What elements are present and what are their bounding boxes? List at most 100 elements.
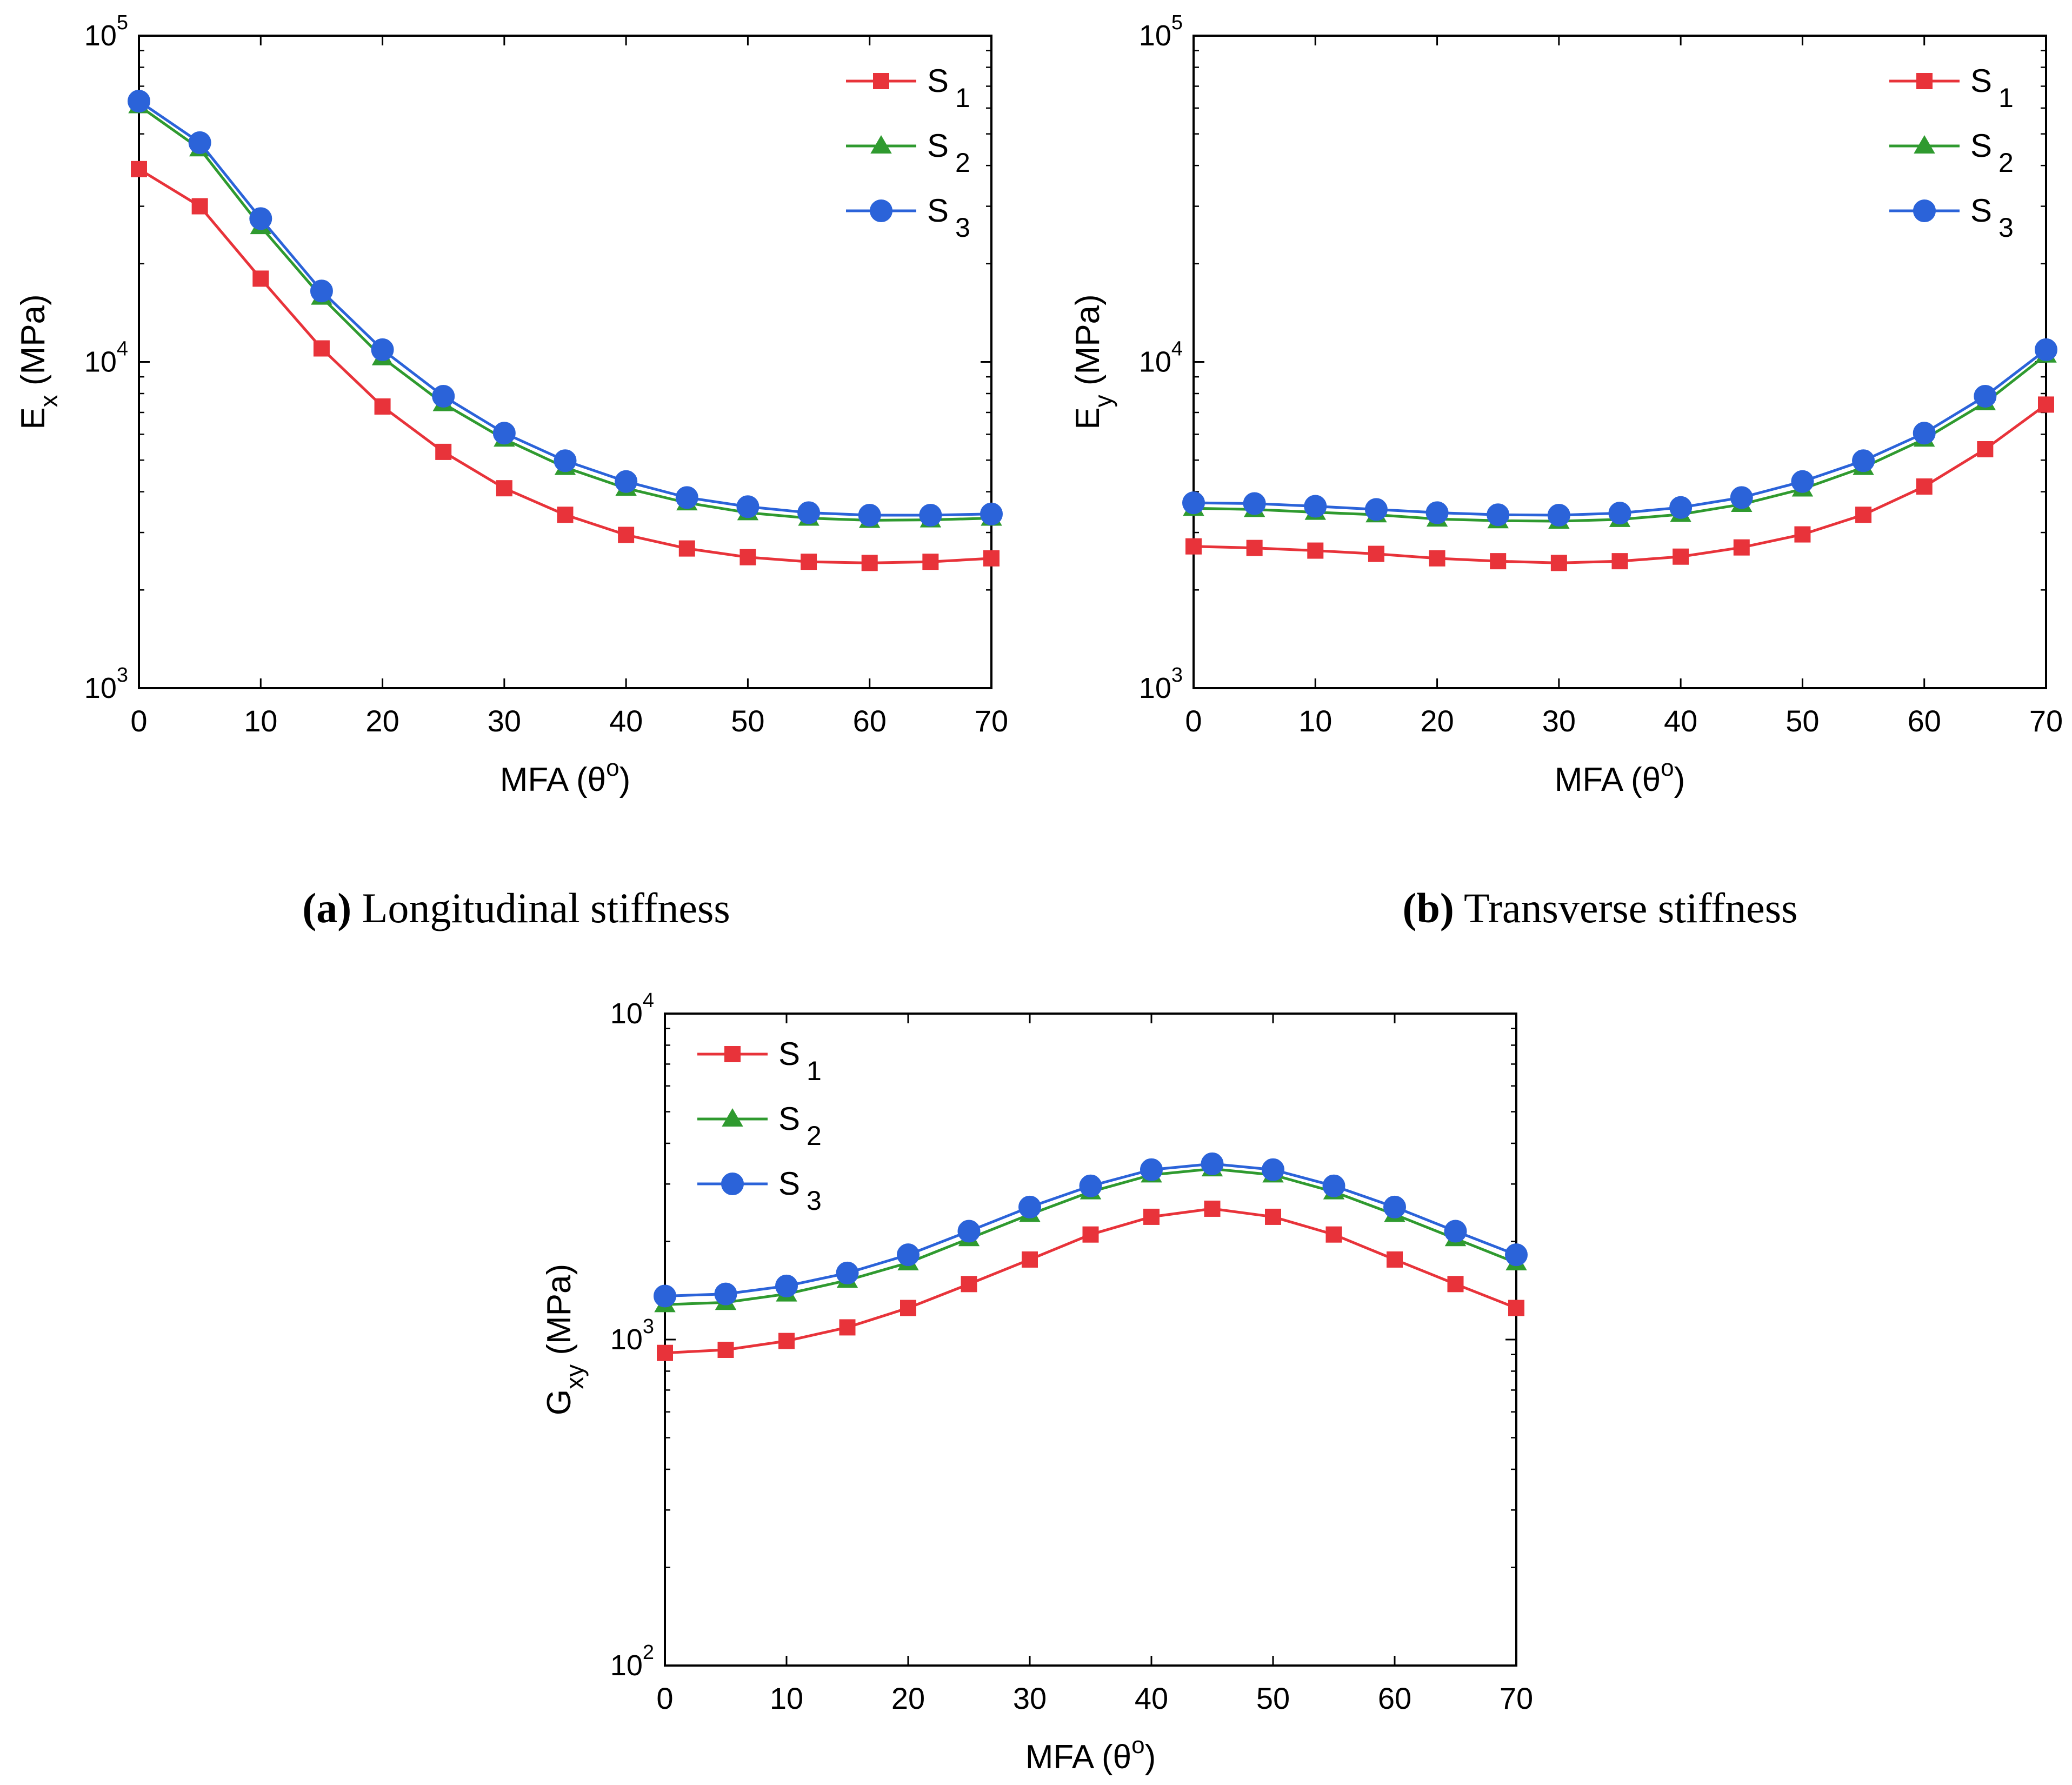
chart-c-data-point-s3 (957, 1220, 981, 1243)
chart-c-legend: S 1S 2S 3 (697, 1036, 822, 1216)
chart-a-x-tick-label: 60 (853, 704, 887, 738)
chart-a-data-point-s1 (678, 540, 695, 557)
chart-b-data-point-s1 (1550, 555, 1567, 571)
chart-b-data-point-s3 (1669, 496, 1693, 519)
chart-b-data-point-s3 (1974, 384, 1997, 408)
chart-c-legend-label-main: S (778, 1036, 800, 1072)
chart-a-data-point-s1 (374, 398, 391, 415)
chart-c-legend-label-sub: 2 (807, 1121, 822, 1151)
chart-b-data-point-s1 (1977, 441, 1994, 458)
chart-a-y-axis-label-sub: x (35, 395, 63, 407)
chart-b-data-point-s1 (1368, 545, 1384, 562)
chart-b-data-point-s1 (1490, 553, 1507, 570)
chart-c-data-point-s1 (1265, 1208, 1281, 1225)
chart-a-x-axis-label-sup: o (606, 755, 619, 781)
caption-b-letter: (b) (1402, 884, 1454, 931)
chart-c-data-point-s3 (1201, 1152, 1224, 1175)
chart-b-x-axis-label-end: ) (1674, 761, 1685, 798)
chart-a-data-point-s1 (191, 198, 208, 215)
chart-c-y-tick-label-exp: 2 (643, 1641, 654, 1664)
chart-a-data-point-s3 (371, 338, 394, 361)
chart-a-x-tick-label: 30 (488, 704, 521, 738)
chart-c-series-s3 (654, 1152, 1528, 1308)
chart-c-y-axis-label: Gxy (MPa) (541, 1264, 589, 1415)
chart-a-data-point-s3 (188, 131, 211, 154)
chart-c-y-tick-label: 104 (610, 989, 654, 1030)
chart-a-y-axis-label-main: E (15, 407, 52, 429)
chart-c-x-tick-label: 30 (1013, 1681, 1047, 1715)
chart-b-data-point-s3 (1425, 501, 1449, 524)
chart-b-data-point-s1 (1611, 553, 1628, 570)
chart-a-legend-label-sub: 1 (955, 83, 970, 113)
chart-c-data-point-s1 (717, 1342, 734, 1358)
chart-b-data-point-s3 (1791, 470, 1814, 493)
chart-a-data-point-s1 (557, 507, 574, 523)
chart-a-legend-marker-s3 (870, 199, 892, 222)
chart-b-legend-marker-s2 (1914, 135, 1935, 154)
chart-b-legend-label-sub: 1 (1998, 83, 2014, 113)
chart-a-data-point-s1 (861, 555, 878, 571)
chart-b-data-point-s1 (1429, 550, 1445, 567)
chart-b-data-point-s3 (1730, 486, 1753, 509)
chart-b-data-point-s3 (1304, 495, 1327, 518)
chart-c-x-tick-label: 40 (1135, 1681, 1168, 1715)
caption-b: (b) Transverse stiffness (1222, 884, 1978, 933)
chart-a-data-point-s3 (554, 449, 577, 472)
chart-a-y-tick-label-base: 10 (84, 672, 117, 704)
chart-a-data-point-s1 (801, 554, 817, 570)
caption-a-text: Longitudinal stiffness (362, 884, 730, 931)
chart-panel-b: 0 10 20 30 40 50 60 70 MFA (θo) 103 104 105 Ey (MPa)… (1036, 0, 2072, 843)
chart-b-x-tick-label: 70 (2029, 704, 2063, 738)
chart-b-data-point-s3 (2035, 338, 2057, 361)
chart-b-legend-label-main: S (1970, 192, 1992, 229)
chart-a-data-point-s3 (128, 90, 150, 113)
chart-a-legend-label-main: S (927, 192, 949, 229)
chart-a-series-s1 (131, 161, 1000, 571)
chart-a-legend: S 1S 2S 3 (846, 63, 970, 243)
chart-b-legend-label-main: S (1970, 63, 1992, 99)
chart-c-y-axis-label-main: G (541, 1389, 578, 1415)
chart-c-data-point-s1 (778, 1333, 795, 1349)
chart-b-y-tick-label: 103 (1139, 664, 1183, 704)
chart-a-data-point-s1 (739, 549, 756, 565)
chart-b-data-point-s3 (1852, 449, 1875, 472)
chart-a-data-point-s3 (615, 470, 638, 493)
chart-b-data-point-s3 (1608, 502, 1631, 525)
chart-b-data-point-s3 (1182, 491, 1205, 515)
chart-a-x-axis: 0 10 20 30 40 50 60 70 (130, 36, 1008, 738)
chart-c-x-tick-label: 60 (1378, 1681, 1411, 1715)
chart-a-data-point-s3 (858, 504, 881, 527)
caption-a-letter: (a) (302, 884, 352, 931)
chart-c-data-point-s1 (1022, 1251, 1038, 1268)
chart-a-x-tick-label: 40 (609, 704, 643, 738)
chart-a-y-tick-label-exp: 4 (117, 338, 128, 361)
chart-a-x-axis-label-main: MFA (θ (500, 761, 606, 798)
chart-a-data-point-s1 (252, 270, 269, 287)
chart-a-data-point-s3 (797, 501, 821, 524)
chart-c-x-axis: 0 10 20 30 40 50 60 70 (656, 1014, 1533, 1715)
chart-c-data-point-s3 (775, 1274, 798, 1297)
chart-b-data-point-s1 (1185, 538, 1202, 555)
chart-a-y-tick-label: 103 (84, 664, 128, 704)
chart-c-legend-marker-s3 (721, 1173, 744, 1195)
chart-b-y-tick-label-exp: 5 (1171, 11, 1183, 34)
chart-b-x-tick-label: 10 (1298, 704, 1332, 738)
chart-a-x-tick-label: 70 (975, 704, 1008, 738)
chart-b-data-point-s1 (1246, 540, 1263, 556)
chart-c-y-tick-label-exp: 4 (643, 989, 654, 1012)
chart-a-data-point-s1 (618, 527, 635, 543)
chart-b-data-point-s1 (2038, 396, 2054, 413)
chart-b-legend-marker-s3 (1913, 199, 1936, 222)
chart-c-y-tick-label: 103 (610, 1315, 654, 1356)
chart-a-data-point-s1 (922, 554, 939, 570)
chart-b-y-tick-label-base: 10 (1139, 346, 1171, 378)
